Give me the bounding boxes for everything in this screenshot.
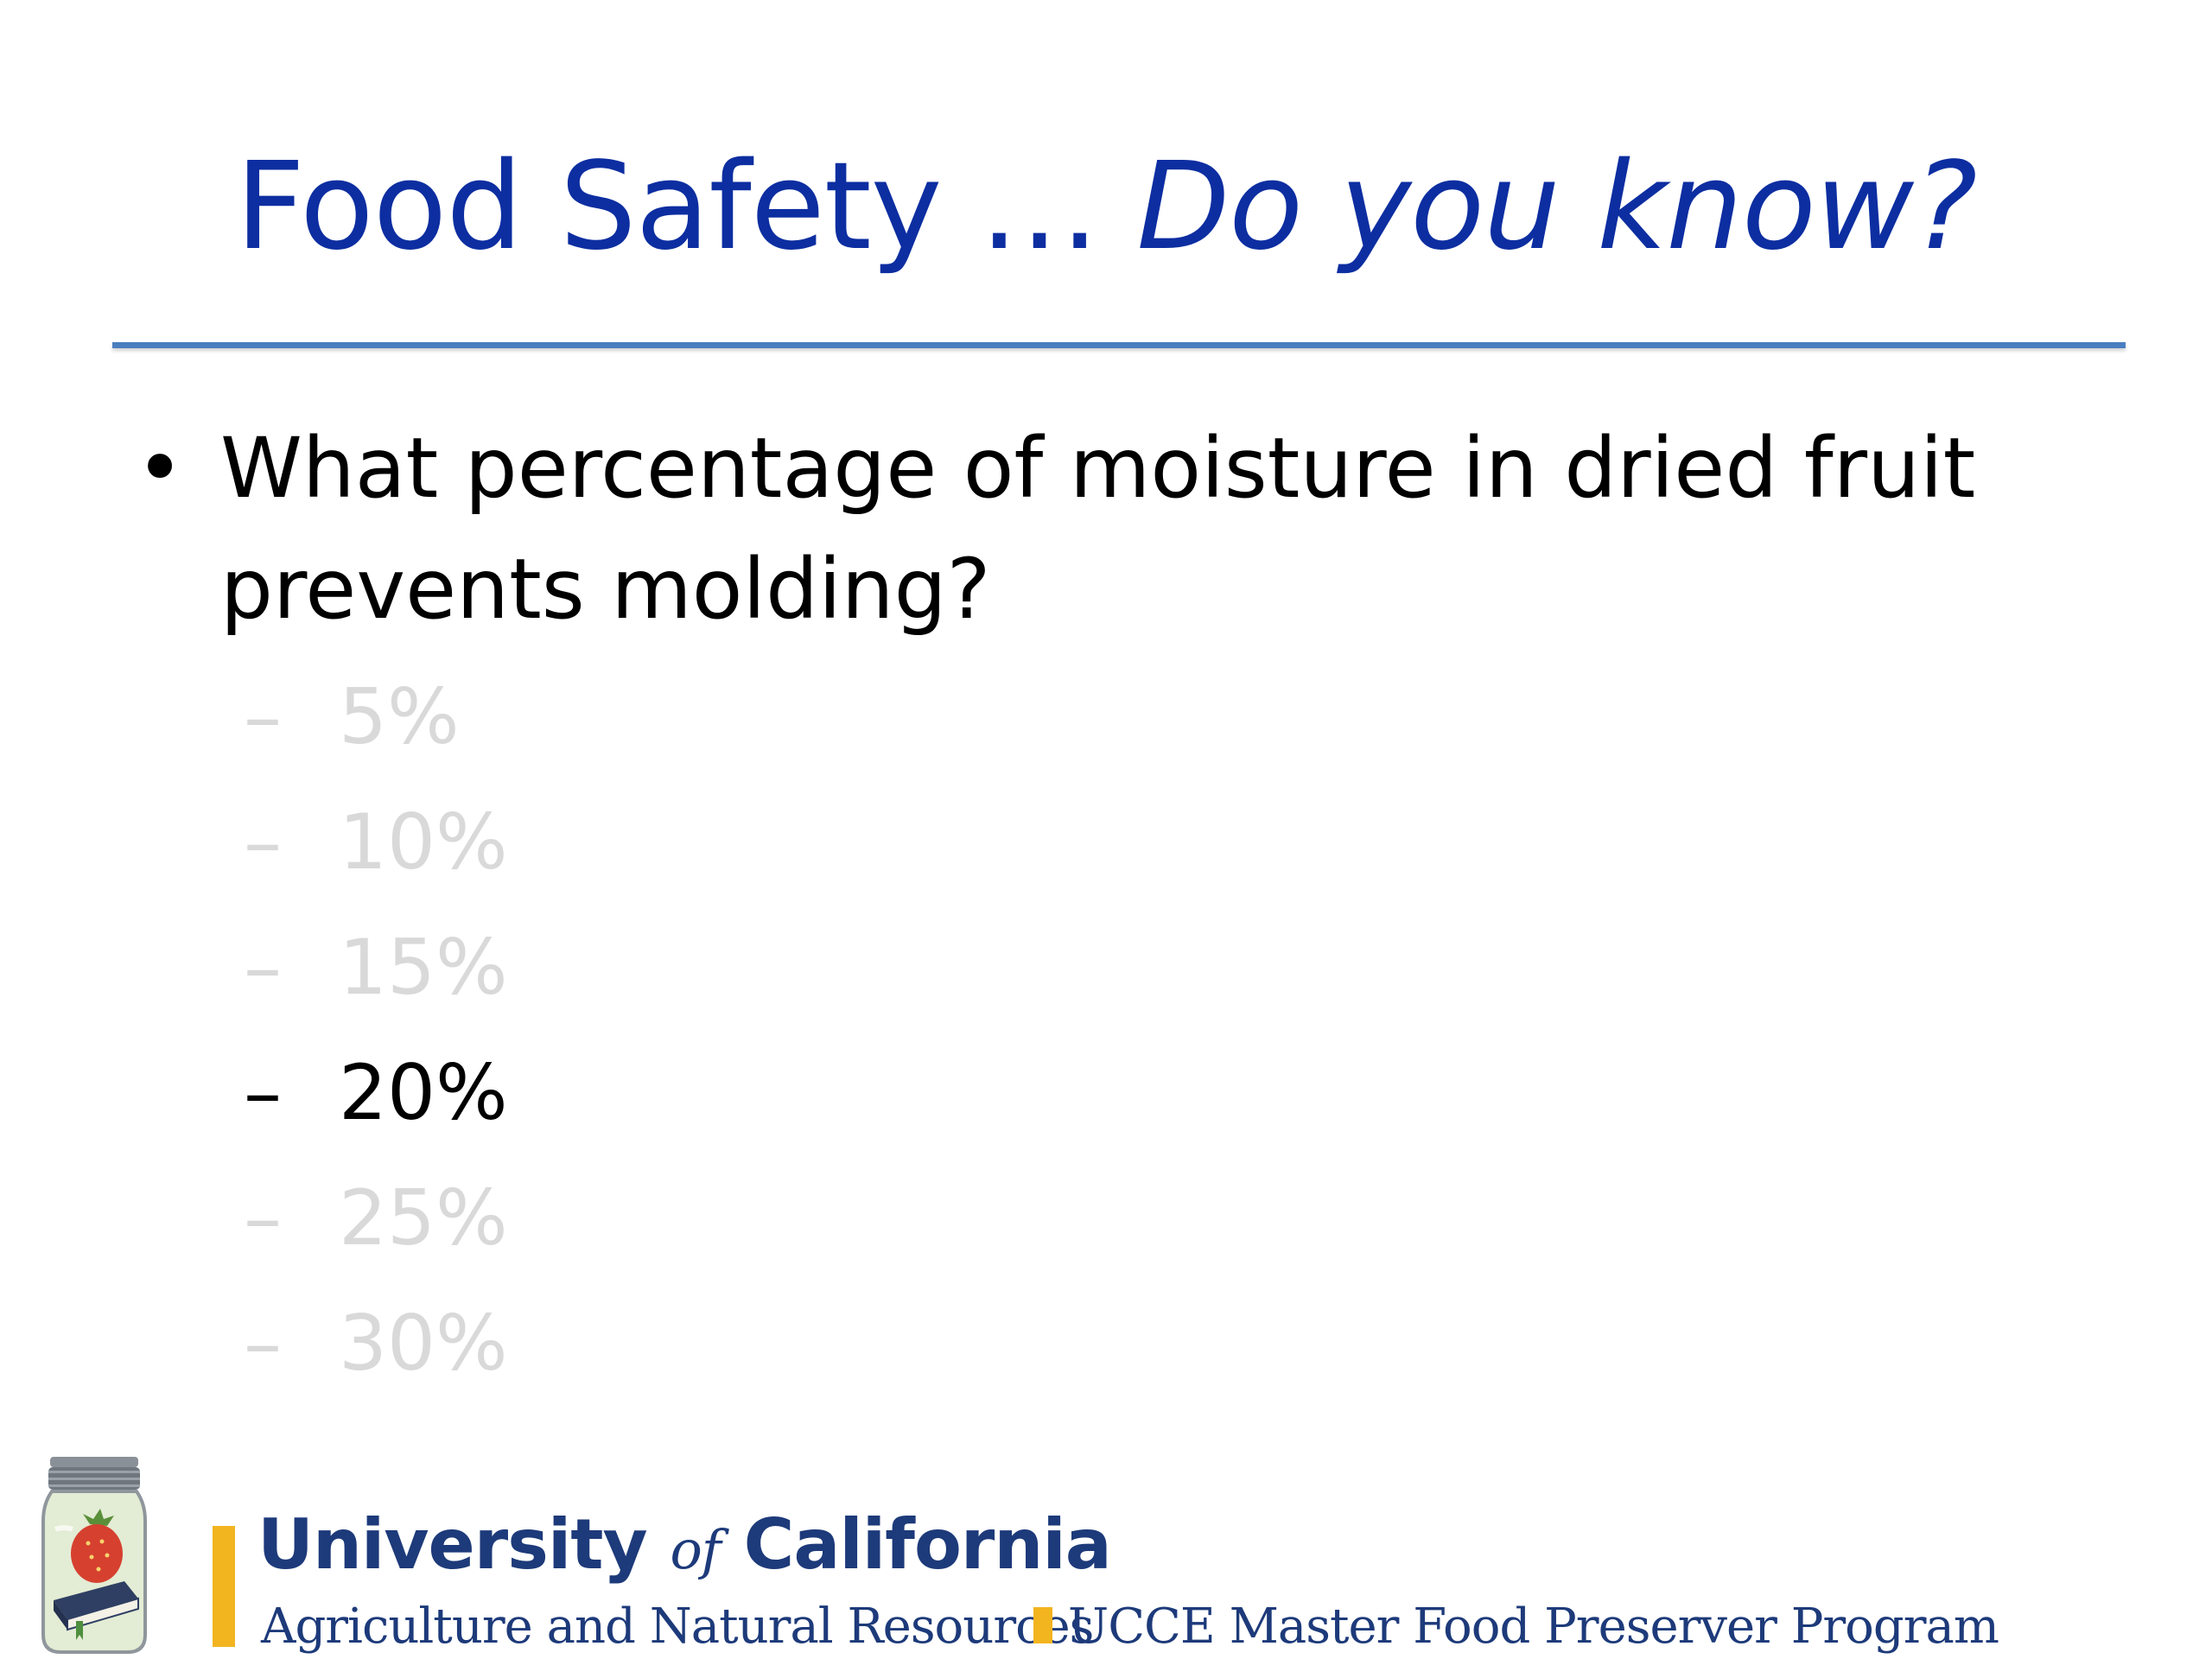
answer-label: 5% bbox=[339, 672, 460, 761]
title-divider bbox=[112, 342, 2126, 348]
bullet-icon: • bbox=[135, 420, 185, 517]
title-main: Food Safety … bbox=[235, 137, 1137, 277]
program-gold-bar bbox=[1033, 1607, 1052, 1643]
answer-item-5: –5% bbox=[244, 674, 508, 799]
question-bullet-item: • What percentage of moisture in dried f… bbox=[134, 408, 2121, 650]
answer-item-30: –30% bbox=[244, 1300, 508, 1426]
dash-icon: – bbox=[244, 923, 282, 1012]
answer-item-20-correct: –20% bbox=[244, 1050, 508, 1175]
answer-label: 20% bbox=[339, 1048, 508, 1137]
answer-item-10: –10% bbox=[244, 799, 508, 925]
dash-icon: – bbox=[244, 798, 282, 887]
mason-jar-strawberry-book-icon bbox=[41, 1457, 147, 1654]
uc-gold-bar bbox=[213, 1526, 235, 1647]
slide-title: Food Safety … Do you know? bbox=[0, 134, 2212, 281]
dash-icon: – bbox=[244, 672, 282, 761]
dash-icon: – bbox=[244, 1299, 282, 1388]
question-text: What percentage of moisture in dried fru… bbox=[220, 420, 1976, 638]
answer-item-15: –15% bbox=[244, 925, 508, 1050]
program-name: UCCE Master Food Preserver Program bbox=[1068, 1599, 1999, 1655]
answer-label: 10% bbox=[339, 798, 508, 887]
answer-label: 30% bbox=[339, 1299, 508, 1388]
dash-icon: – bbox=[244, 1048, 282, 1137]
answer-label: 15% bbox=[339, 923, 508, 1012]
answer-item-25: –25% bbox=[244, 1175, 508, 1300]
title-emphasis: Do you know? bbox=[1136, 137, 1978, 277]
university-of-california-wordmark: University of California bbox=[257, 1504, 1112, 1585]
answer-label: 25% bbox=[339, 1173, 508, 1262]
dash-icon: – bbox=[244, 1173, 282, 1262]
answer-list: –5% –10% –15% –20% –25% –30% bbox=[244, 674, 508, 1426]
anr-division-name: Agriculture and Natural Resources bbox=[261, 1599, 1094, 1655]
